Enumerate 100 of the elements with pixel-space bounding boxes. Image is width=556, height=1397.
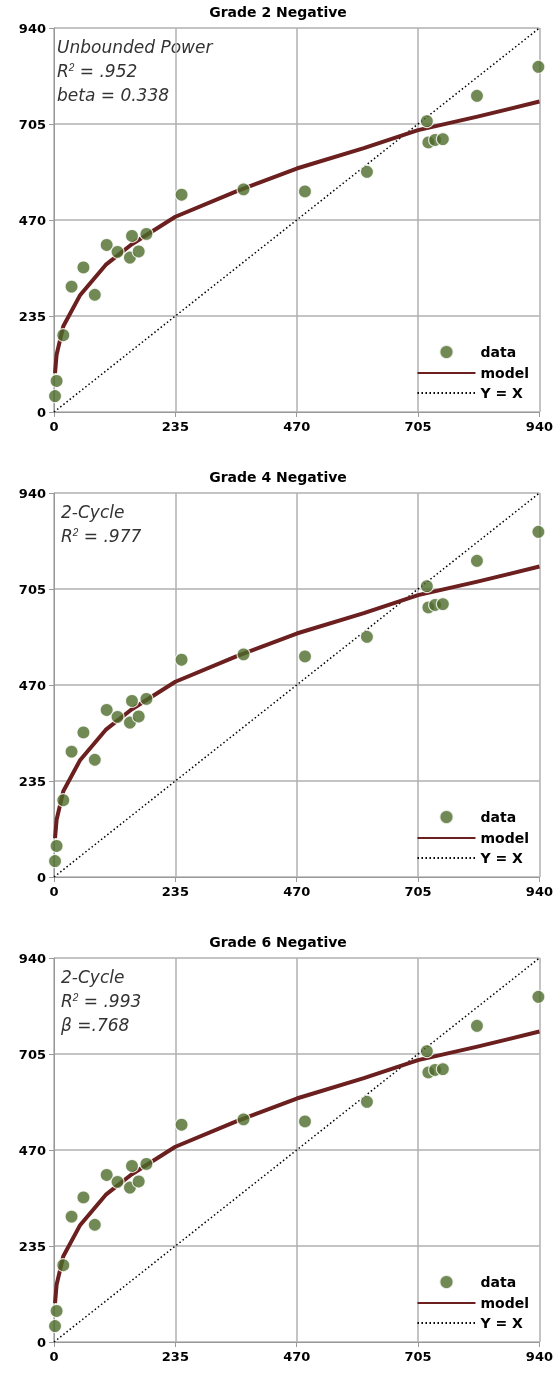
point <box>49 838 64 854</box>
point <box>531 989 546 1004</box>
legend-label: model <box>480 830 530 846</box>
point <box>87 287 102 302</box>
point <box>435 132 450 147</box>
y-tick-label: 940 <box>18 485 46 501</box>
point <box>110 1174 125 1189</box>
point <box>359 629 375 644</box>
point <box>419 1044 434 1059</box>
point <box>359 164 375 179</box>
point <box>469 553 485 568</box>
x-tick-label: 940 <box>525 884 553 899</box>
legend-label: model <box>480 1295 530 1311</box>
y-tick-label: 705 <box>18 116 46 132</box>
y-tick-label: 705 <box>18 581 46 597</box>
point <box>76 1190 91 1205</box>
x-tick-label: 235 <box>161 1349 189 1364</box>
point <box>87 752 102 767</box>
x-tick-label: 470 <box>283 1349 311 1364</box>
point <box>56 328 71 343</box>
point <box>87 1217 102 1232</box>
y-tick-label: 235 <box>18 773 46 789</box>
point <box>56 1258 71 1273</box>
x-tick-label: 470 <box>283 884 311 899</box>
annotation: β =.768 <box>60 1014 130 1035</box>
point <box>124 1158 140 1174</box>
point <box>49 1303 64 1319</box>
y-tick-label: 705 <box>18 1046 46 1062</box>
x-tick-label: 705 <box>404 419 432 434</box>
y-tick-label: 940 <box>18 20 46 36</box>
point <box>531 524 546 539</box>
y-tick-label: 470 <box>18 1142 46 1158</box>
point <box>76 260 91 275</box>
y-tick-label: 470 <box>18 212 46 228</box>
point <box>99 702 114 718</box>
point <box>359 1094 375 1109</box>
point <box>297 1114 313 1129</box>
point <box>131 1174 146 1189</box>
y-tick-label: 235 <box>18 308 46 324</box>
x-tick-label: 0 <box>49 1349 59 1364</box>
legend-label: data <box>480 1274 517 1290</box>
legend-label: Y = X <box>479 1315 524 1331</box>
point <box>64 279 79 294</box>
legend-label: data <box>480 809 517 825</box>
point <box>174 1117 189 1132</box>
x-tick-label: 940 <box>525 1349 553 1364</box>
x-tick-label: 940 <box>525 419 553 434</box>
point <box>236 647 251 662</box>
point <box>47 388 63 404</box>
point <box>49 373 64 389</box>
y-tick-label: 0 <box>36 869 46 885</box>
y-tick-label: 470 <box>18 677 46 693</box>
point <box>419 579 434 594</box>
point <box>110 244 125 259</box>
annotation: Unbounded Power <box>57 36 214 57</box>
chart-title: Grade 4 Negative <box>209 469 347 485</box>
point <box>531 59 546 74</box>
chart-title: Grade 2 Negative <box>209 4 347 20</box>
point <box>131 709 146 724</box>
point <box>297 184 313 199</box>
point <box>56 793 71 808</box>
point <box>99 237 114 253</box>
x-tick-label: 235 <box>161 884 189 899</box>
point <box>76 725 91 740</box>
annotation: 2-Cycle <box>61 501 125 522</box>
point <box>174 187 189 202</box>
point <box>174 652 189 667</box>
point <box>124 228 140 244</box>
point <box>139 691 154 706</box>
x-tick-label: 0 <box>49 419 59 434</box>
x-tick-label: 705 <box>404 1349 432 1364</box>
y-tick-label: 0 <box>36 1334 46 1350</box>
point <box>435 1062 450 1077</box>
point <box>47 1318 63 1334</box>
x-tick-label: 235 <box>161 419 189 434</box>
point <box>236 1112 251 1127</box>
point <box>64 744 79 759</box>
annotation: 2-Cycle <box>61 966 125 987</box>
point <box>131 244 146 259</box>
x-tick-label: 0 <box>49 884 59 899</box>
x-tick-label: 705 <box>404 884 432 899</box>
y-tick-label: 235 <box>18 1238 46 1254</box>
point <box>419 114 434 129</box>
point <box>469 1018 485 1033</box>
annotation: beta = 0.338 <box>57 84 170 105</box>
legend-label: data <box>480 344 517 360</box>
point <box>139 1156 154 1171</box>
point <box>236 182 251 197</box>
y-tick-label: 0 <box>36 404 46 420</box>
point <box>139 226 154 241</box>
point <box>47 853 63 869</box>
point <box>110 709 125 724</box>
point <box>99 1167 114 1183</box>
legend-label: Y = X <box>479 850 524 866</box>
chart-title: Grade 6 Negative <box>209 934 347 950</box>
point <box>64 1209 79 1224</box>
point <box>297 649 313 664</box>
y-tick-label: 940 <box>18 950 46 966</box>
legend-label: model <box>480 365 530 381</box>
legend-label: Y = X <box>479 385 524 401</box>
